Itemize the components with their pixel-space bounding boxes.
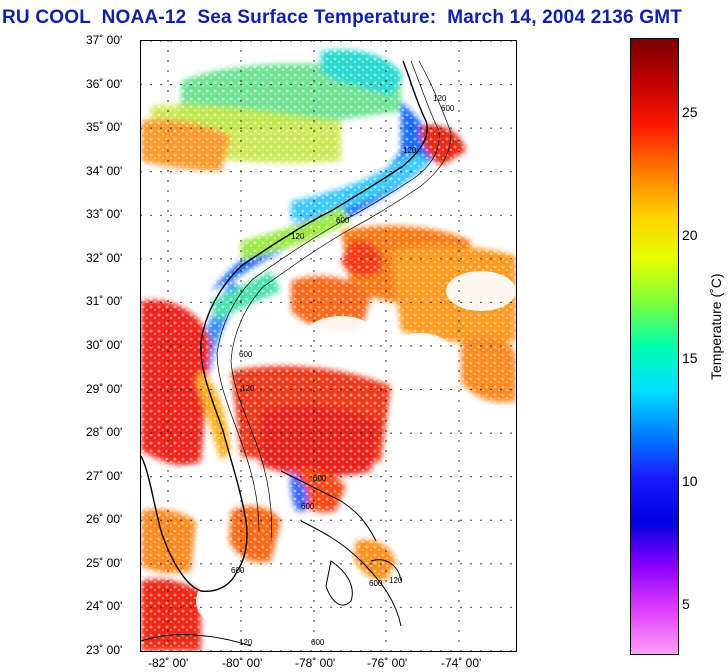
contour-label: 600 [239, 350, 253, 359]
longitude-label: -82˚ 00' [148, 656, 189, 670]
latitude-label: 31˚ 00' [86, 294, 123, 309]
latitude-label: 24˚ 00' [86, 599, 123, 614]
contour-label: 120 [433, 94, 447, 103]
contour-label: 600 [313, 474, 327, 483]
contour-label: 120 [239, 638, 253, 647]
contour-label: 600 [441, 104, 455, 113]
map-title: RU COOL NOAA-12 Sea Surface Temperature:… [2, 7, 683, 28]
latitude-label: 25˚ 00' [86, 555, 123, 570]
colorbar-title: Temperature (˚C) [708, 273, 724, 380]
latitude-label: 32˚ 00' [86, 250, 123, 265]
contour-label: 120 [403, 146, 417, 155]
longitude-label: -80˚ 00' [222, 656, 263, 670]
contour-label: 600 [369, 579, 383, 588]
colorbar-tick-label: 25 [682, 103, 698, 120]
colorbar-tick-label: 20 [682, 226, 698, 243]
coastline [141, 60, 428, 647]
sst-map-canvas: 120 600 120 600 120 600 120 600 600 600 … [141, 41, 516, 651]
latitude-label: 23˚ 00' [86, 643, 123, 657]
contour-label: 600 [301, 502, 315, 511]
colorbar-tick-label: 10 [682, 472, 698, 489]
latitude-label: 27˚ 00' [86, 468, 123, 483]
latitude-label: 37˚ 00' [86, 33, 123, 47]
latitude-label: 34˚ 00' [86, 163, 123, 178]
contour-label: 600 [311, 638, 325, 647]
contour-label: 600 [231, 566, 245, 575]
depth-contours [216, 60, 452, 542]
latitude-label: 28˚ 00' [86, 425, 123, 440]
contour-label: 120 [241, 384, 255, 393]
colorbar-tick-label: 5 [682, 595, 690, 612]
colorbar-tick-label: 15 [682, 349, 698, 366]
contour-label: 120 [291, 232, 305, 241]
longitude-label: -76˚ 00' [367, 656, 408, 670]
latitude-label: 33˚ 00' [86, 207, 123, 222]
latitude-label: 36˚ 00' [86, 76, 123, 91]
sst-map[interactable]: 120 600 120 600 120 600 120 600 600 600 … [140, 40, 517, 652]
longitude-label: -74˚ 00' [441, 656, 482, 670]
latitude-label: 30˚ 00' [86, 338, 123, 352]
contour-label-group: 120 600 120 600 120 600 120 600 600 600 … [231, 94, 455, 647]
graticule [141, 41, 512, 651]
contour-label: 600 [336, 216, 350, 225]
latitude-label: 29˚ 00' [86, 381, 123, 396]
contour-label: 120 [389, 576, 403, 585]
latitude-label: 35˚ 00' [86, 120, 123, 135]
latitude-label: 26˚ 00' [86, 512, 123, 527]
colorbar [630, 38, 679, 655]
longitude-label: -78˚ 00' [295, 656, 336, 670]
